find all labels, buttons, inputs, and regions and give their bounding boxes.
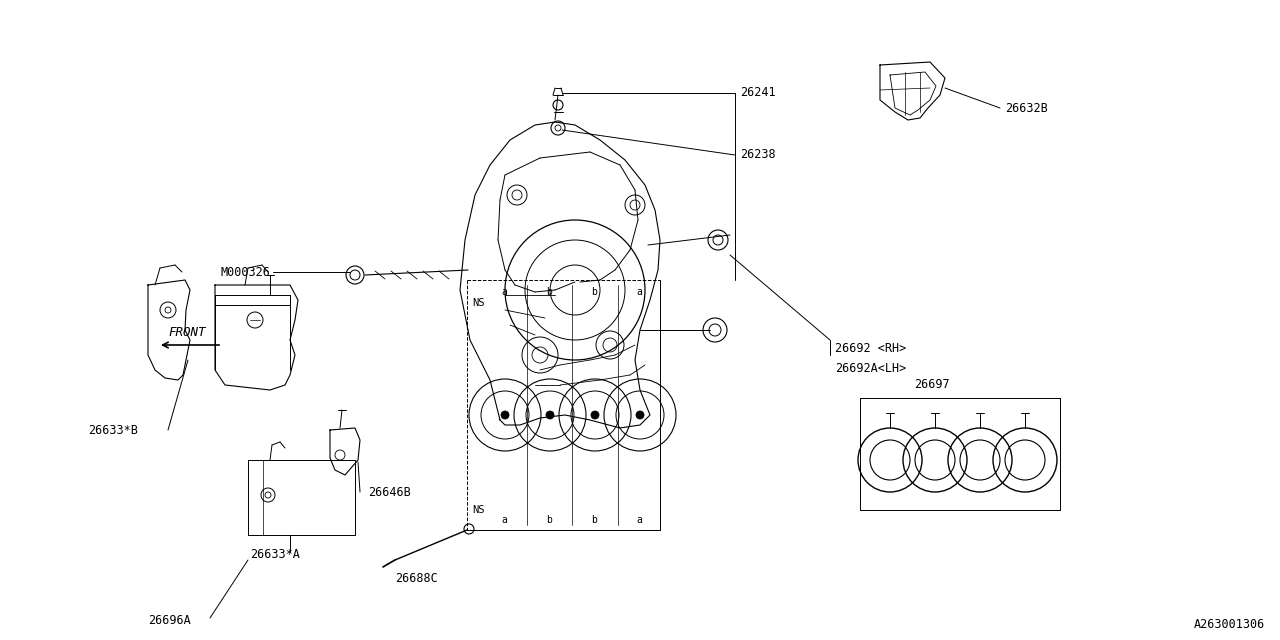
Text: b: b [591, 515, 596, 525]
Text: 26697: 26697 [914, 378, 950, 392]
Text: b: b [591, 287, 596, 297]
Circle shape [500, 411, 509, 419]
Text: 26633*B: 26633*B [88, 424, 138, 436]
Text: NS: NS [472, 298, 485, 308]
Text: b: b [547, 287, 552, 297]
Circle shape [636, 411, 644, 419]
Circle shape [547, 411, 554, 419]
Text: A263001306: A263001306 [1194, 618, 1265, 632]
Text: 26692 <RH>: 26692 <RH> [835, 342, 906, 355]
Circle shape [591, 411, 599, 419]
Text: 26688C: 26688C [396, 572, 438, 584]
Text: 26632B: 26632B [1005, 102, 1048, 115]
Text: 26696A: 26696A [148, 614, 191, 627]
Text: a: a [636, 287, 641, 297]
Text: a: a [636, 515, 641, 525]
Text: a: a [500, 515, 507, 525]
Text: 26238: 26238 [740, 148, 776, 161]
Text: b: b [547, 515, 552, 525]
Text: a: a [500, 287, 507, 297]
Text: 26692A<LH>: 26692A<LH> [835, 362, 906, 374]
Text: FRONT: FRONT [168, 326, 206, 339]
Text: 26241: 26241 [740, 86, 776, 99]
Text: NS: NS [472, 505, 485, 515]
Text: 26646B: 26646B [369, 486, 411, 499]
Text: M000326: M000326 [220, 266, 270, 278]
Text: 26633*A: 26633*A [250, 548, 300, 561]
